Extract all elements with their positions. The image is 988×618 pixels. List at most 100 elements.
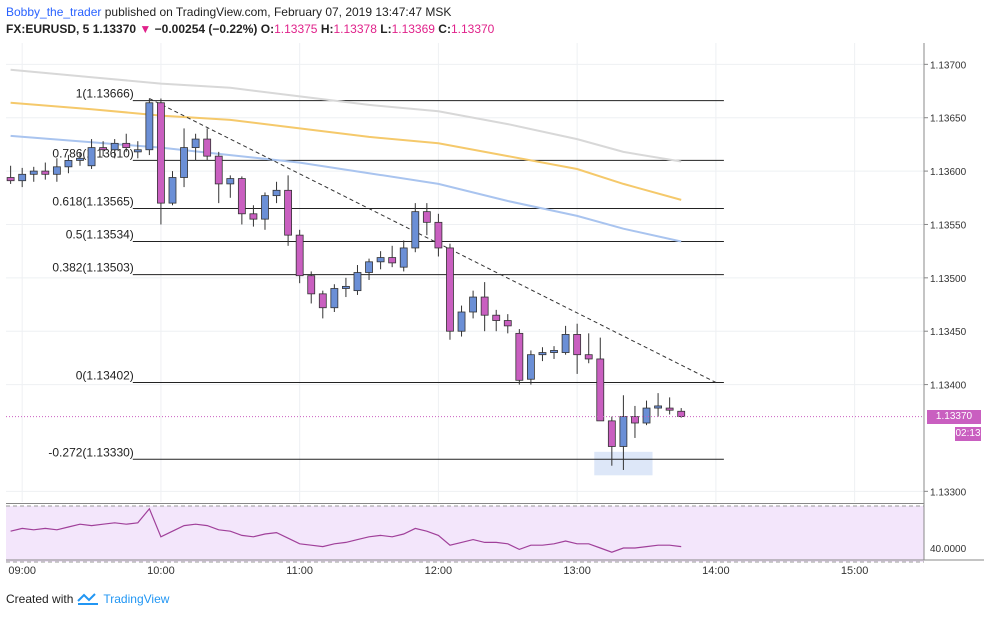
candle-bullish (110, 142, 119, 151)
price-tick-label: 1.13500 (930, 274, 967, 285)
candle-bullish (457, 311, 466, 332)
fib-level-label: 0.5(1.13534) (66, 228, 134, 242)
open-label: O: (260, 22, 275, 36)
low-value: 1.13369 (391, 22, 435, 36)
candle-bearish (237, 178, 246, 215)
candle-bearish (295, 234, 304, 277)
close-value: 1.13370 (450, 22, 495, 36)
moving-average-line (10, 68, 682, 163)
candle-bullish (226, 178, 235, 185)
candle-bearish (434, 221, 443, 249)
candle-bullish (353, 272, 362, 292)
rsi-line (10, 507, 682, 553)
price-tick-label: 1.13450 (930, 327, 967, 338)
candle-bullish (469, 296, 477, 313)
candle-bearish (307, 275, 316, 295)
candle-bearish (203, 138, 212, 157)
candle-bearish (480, 296, 489, 316)
candle-bearish (446, 247, 454, 332)
candle-bullish (619, 416, 628, 447)
candle-bullish (376, 257, 385, 263)
price-tick-label: 1.13600 (930, 167, 967, 178)
candle-bearish (584, 354, 593, 360)
author-name[interactable]: Bobby_the_trader (6, 5, 102, 19)
rsi-axis-label: 40.0000 (930, 544, 967, 555)
time-tick-label: 13:00 (563, 565, 591, 577)
candle-bearish (6, 177, 15, 182)
candle-bullish (654, 405, 662, 409)
tradingview-brand[interactable]: TradingView (103, 592, 170, 606)
candle-bullish (550, 350, 558, 353)
candle-bearish (388, 257, 397, 264)
candle-bearish (596, 358, 605, 422)
fib-level-label: 0.618(1.13565) (52, 194, 133, 208)
chart-grid (6, 43, 924, 555)
candle-bearish (665, 407, 674, 411)
time-tick-label: 11:00 (286, 565, 313, 577)
candle-bearish (122, 142, 131, 149)
candle-bullish (29, 170, 38, 175)
candle-bearish (284, 189, 293, 236)
candle-bullish (191, 138, 200, 149)
fib-level-label: -0.272(1.13330) (48, 445, 133, 459)
candle-bullish (87, 147, 96, 167)
candle-bearish (492, 314, 501, 321)
price-tick-label: 1.13650 (930, 114, 967, 125)
candle-bullish (538, 352, 547, 356)
moving-average-line (10, 101, 682, 201)
symbol-label: FX:EURUSD, 5 (6, 22, 90, 36)
rsi-band (6, 506, 924, 562)
fibonacci-levels: 1(1.13666)0.786(1.13610)0.618(1.13565)0.… (48, 87, 724, 460)
close-label: C: (438, 22, 451, 36)
candle-bullish (272, 189, 281, 197)
candle-bearish (573, 334, 582, 356)
candle-bearish (677, 410, 686, 418)
candle-bullish (399, 247, 408, 268)
candle-bullish (365, 261, 373, 273)
candle-bullish (342, 285, 350, 289)
price-chart[interactable]: 1(1.13666)0.786(1.13610)0.618(1.13565)0.… (0, 0, 988, 590)
time-tick-label: 09:00 (8, 565, 36, 577)
candle-bearish (607, 420, 616, 447)
fib-level-label: 1(1.13666) (76, 87, 134, 101)
dashed-trendline (149, 98, 717, 383)
candle-bullish (411, 211, 420, 249)
candle-bullish (145, 102, 154, 151)
time-tick-label: 12:00 (425, 565, 453, 577)
down-arrow-icon: ▼ (139, 22, 152, 36)
price-change: −0.00254 (−0.22%) (154, 22, 258, 36)
candle-bullish (18, 173, 27, 182)
countdown-tag: 02:13 (955, 426, 981, 441)
low-label: L: (380, 22, 392, 36)
candle-bearish (249, 213, 258, 220)
time-tick-label: 10:00 (147, 565, 175, 577)
candle-bullish (561, 334, 570, 353)
candlesticks (6, 98, 924, 470)
candle-bearish (318, 293, 327, 309)
candle-bearish (99, 147, 108, 151)
publish-info: published on TradingView.com, February 0… (104, 5, 452, 19)
last-price: 1.13370 (92, 22, 137, 36)
created-with-label: Created with (6, 592, 74, 606)
candle-bullish (168, 177, 177, 204)
candle-bullish (330, 288, 339, 309)
candle-bearish (422, 211, 431, 223)
high-label: H: (320, 22, 334, 36)
trendline (149, 98, 717, 383)
candle-bullish (180, 147, 188, 178)
candle-bullish (52, 166, 61, 175)
fib-level-label: 0(1.13402) (76, 368, 134, 382)
chart-frames (6, 43, 984, 561)
fib-level-label: 0.382(1.13503) (52, 261, 133, 275)
last-price-tag: 1.13370 (927, 409, 981, 424)
price-tick-label: 1.13550 (930, 220, 967, 231)
candle-bullish (642, 407, 651, 424)
time-tick-label: 15:00 (841, 565, 869, 577)
price-tick-label: 1.13700 (930, 60, 967, 71)
candle-bearish (41, 170, 50, 175)
candle-bullish (133, 149, 142, 153)
candle-bullish (261, 195, 269, 220)
candle-bullish (527, 354, 535, 380)
candle-bullish (64, 160, 73, 168)
candle-bearish (214, 155, 223, 185)
